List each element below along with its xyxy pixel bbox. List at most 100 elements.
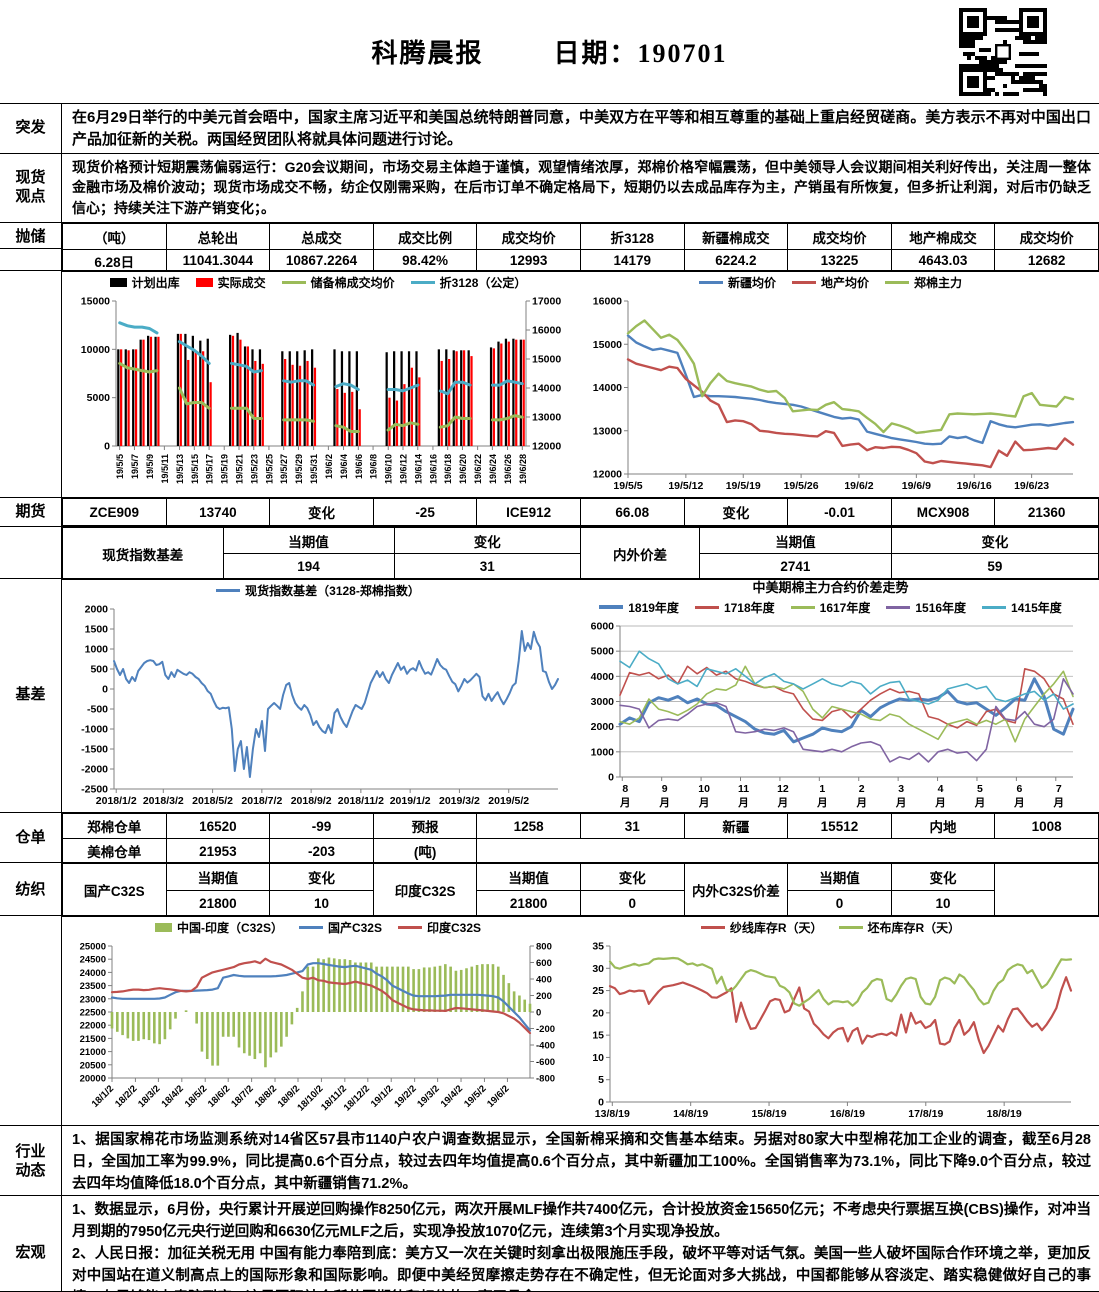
svg-text:24500: 24500 (80, 955, 106, 966)
svg-text:2019/1/2: 2019/1/2 (390, 795, 431, 807)
warehouse-cell: 1258 (476, 813, 581, 839)
textile-value: 21800 (476, 890, 581, 917)
legend-label: 1415年度 (1011, 600, 1062, 615)
textile-charts-row: 中国-印度（C32S） 国产C32S 印度C32S 20000 20500 21000 21… (0, 915, 1099, 1125)
svg-text:6000: 6000 (591, 621, 615, 633)
spot-view-text: 现货价格预计短期震荡偏弱运行：G20会议期间，市场交易主体趋于谨慎，观望情绪浓厚… (72, 159, 1091, 216)
svg-text:2000: 2000 (591, 721, 615, 733)
legend-item: 实际成交 (195, 274, 266, 291)
legend-swatch-icon (885, 280, 909, 284)
svg-text:19/6/10: 19/6/10 (384, 454, 394, 484)
svg-text:23500: 23500 (80, 981, 106, 992)
svg-text:19/5/27: 19/5/27 (279, 454, 289, 484)
svg-text:18/4/2: 18/4/2 (159, 1083, 185, 1109)
svg-text:800: 800 (536, 942, 552, 953)
svg-text:35: 35 (592, 941, 604, 953)
svg-text:2018/9/2: 2018/9/2 (291, 795, 332, 807)
svg-text:18/2/2: 18/2/2 (113, 1083, 139, 1109)
futures-cell: -0.01 (787, 498, 892, 526)
reserve-label-text: 抛储 (0, 223, 61, 249)
section-label-basis: 基差 (0, 579, 62, 812)
svg-text:19/6/16: 19/6/16 (428, 454, 438, 484)
svg-text:20000: 20000 (80, 1074, 106, 1085)
basis-value: 2741 (699, 553, 892, 580)
basis-group-name: 内外价差 (579, 527, 701, 580)
svg-text:月: 月 (895, 797, 907, 809)
report-date: 日期：190701 (553, 39, 728, 68)
svg-text:2018/3/2: 2018/3/2 (143, 795, 184, 807)
svg-text:0: 0 (598, 1097, 604, 1109)
svg-text:19/5/7: 19/5/7 (130, 454, 140, 479)
legend-swatch-icon (982, 605, 1007, 609)
table-row: 194 31 2741 59 (63, 553, 1099, 580)
chart-cn-us-spread: 中美期棉主力合约价差走势 1819年度 1718年度 1617年度 1516年度 1415… (574, 579, 1087, 811)
table-row: 郑棉仓单 16520 -99 预报 1258 31 新疆 15512 内地 10… (62, 813, 1099, 839)
svg-text:月: 月 (777, 797, 789, 809)
legend-label: 实际成交 (217, 275, 266, 290)
futures-cell: 13740 (165, 498, 271, 526)
legend-swatch-icon (195, 277, 213, 287)
reserve-col-header: 成交比例 (372, 223, 478, 250)
svg-text:6: 6 (1016, 783, 1022, 795)
basis-value: 59 (890, 553, 1099, 580)
svg-text:19/6/6: 19/6/6 (354, 454, 364, 479)
legend-swatch-icon (700, 925, 725, 929)
legend-swatch-icon (109, 277, 127, 287)
legend-swatch-icon (838, 925, 863, 929)
warehouse-cell: 31 (579, 813, 685, 839)
section-reserve-sales: 抛储 （吨） 总轮出 总成交 成交比例 成交均价 折3128 新疆棉成交 成交均… (0, 222, 1099, 272)
futures-cell: ICE912 (476, 498, 581, 526)
svg-text:19/5/19: 19/5/19 (726, 480, 761, 492)
chart-yarn-fabric-inventory: 纱线库存R（天） 坯布库存R（天） 0 5 10 15 20 25 30 35 13/8/19 14/… (574, 916, 1087, 1124)
section-industry-news: 行业动态 1、据国家棉花市场监测系统对14省区57县市1140户农户调查数据显示… (0, 1125, 1099, 1198)
chart-legend: 新疆均价 地产均价 郑棉主力 (574, 271, 1087, 293)
svg-text:3: 3 (898, 783, 904, 795)
warehouse-cell: 郑棉仓单 (62, 813, 167, 839)
svg-text:22500: 22500 (80, 1008, 106, 1019)
svg-text:19/5/11: 19/5/11 (160, 454, 170, 484)
svg-text:19/6/22: 19/6/22 (473, 454, 483, 484)
legend-label: 地产均价 (820, 275, 869, 290)
svg-text:25: 25 (592, 985, 604, 997)
legend-swatch-icon (398, 925, 422, 929)
reserve-cell: 11041.3044 (165, 249, 271, 272)
report-title: 科腾晨报 (371, 39, 484, 68)
svg-text:19/5/13: 19/5/13 (175, 454, 185, 484)
legend-label: 中国-印度（C32S） (176, 920, 283, 935)
reserve-cell: 13225 (787, 249, 892, 272)
macro-text: 1、数据显示，6月份，央行累计开展逆回购操作8250亿元，两次开展MLF操作共7… (62, 1196, 1099, 1292)
chart-cotton-avg-price: 新疆均价 地产均价 郑棉主力 12000 13000 14000 15000 16000 19/… (574, 271, 1087, 496)
chart-title: 中美期棉主力合约价差走势 (752, 580, 909, 595)
legend-swatch-icon (694, 605, 719, 609)
section-label-breaking: 突发 (0, 104, 62, 153)
svg-text:12: 12 (777, 783, 789, 795)
svg-text:10000: 10000 (81, 344, 110, 356)
svg-text:200: 200 (536, 991, 552, 1002)
svg-text:16/8/19: 16/8/19 (830, 1108, 865, 1120)
svg-text:18/3/2: 18/3/2 (136, 1083, 162, 1109)
legend-label: 折3128（公定） (439, 275, 527, 290)
svg-text:-200: -200 (536, 1024, 555, 1035)
futures-cell: -25 (372, 498, 478, 526)
section-textile: 纺织 国产C32S 当期值 变化 印度C32S 当期值 变化 内外C32S价差 … (0, 862, 1099, 917)
legend-item: 1819年度 (599, 599, 679, 616)
warehouse-cell-empty (476, 838, 1099, 864)
reserve-cell: 6.28日 (62, 249, 167, 272)
legend-swatch-icon (790, 605, 815, 609)
svg-text:月: 月 (658, 797, 670, 809)
reserve-cell: 14179 (579, 249, 685, 272)
svg-text:19/6/20: 19/6/20 (458, 454, 468, 484)
legend-swatch-icon (410, 280, 435, 284)
legend-item: 郑棉主力 (885, 274, 962, 291)
svg-text:19/6/2: 19/6/2 (324, 454, 334, 479)
section-label-spot-view: 现货观点 (0, 154, 62, 222)
svg-text:21000: 21000 (80, 1047, 106, 1058)
svg-text:19/5/15: 19/5/15 (190, 454, 200, 484)
futures-cell: 66.08 (579, 498, 685, 526)
textile-header: 当期值 (787, 863, 892, 891)
svg-text:13/8/19: 13/8/19 (595, 1108, 630, 1120)
legend-label: 国产C32S (327, 920, 382, 935)
svg-text:19/6/23: 19/6/23 (1014, 480, 1049, 492)
futures-cell: MCX908 (890, 498, 996, 526)
legend-item: 折3128（公定） (410, 274, 527, 291)
